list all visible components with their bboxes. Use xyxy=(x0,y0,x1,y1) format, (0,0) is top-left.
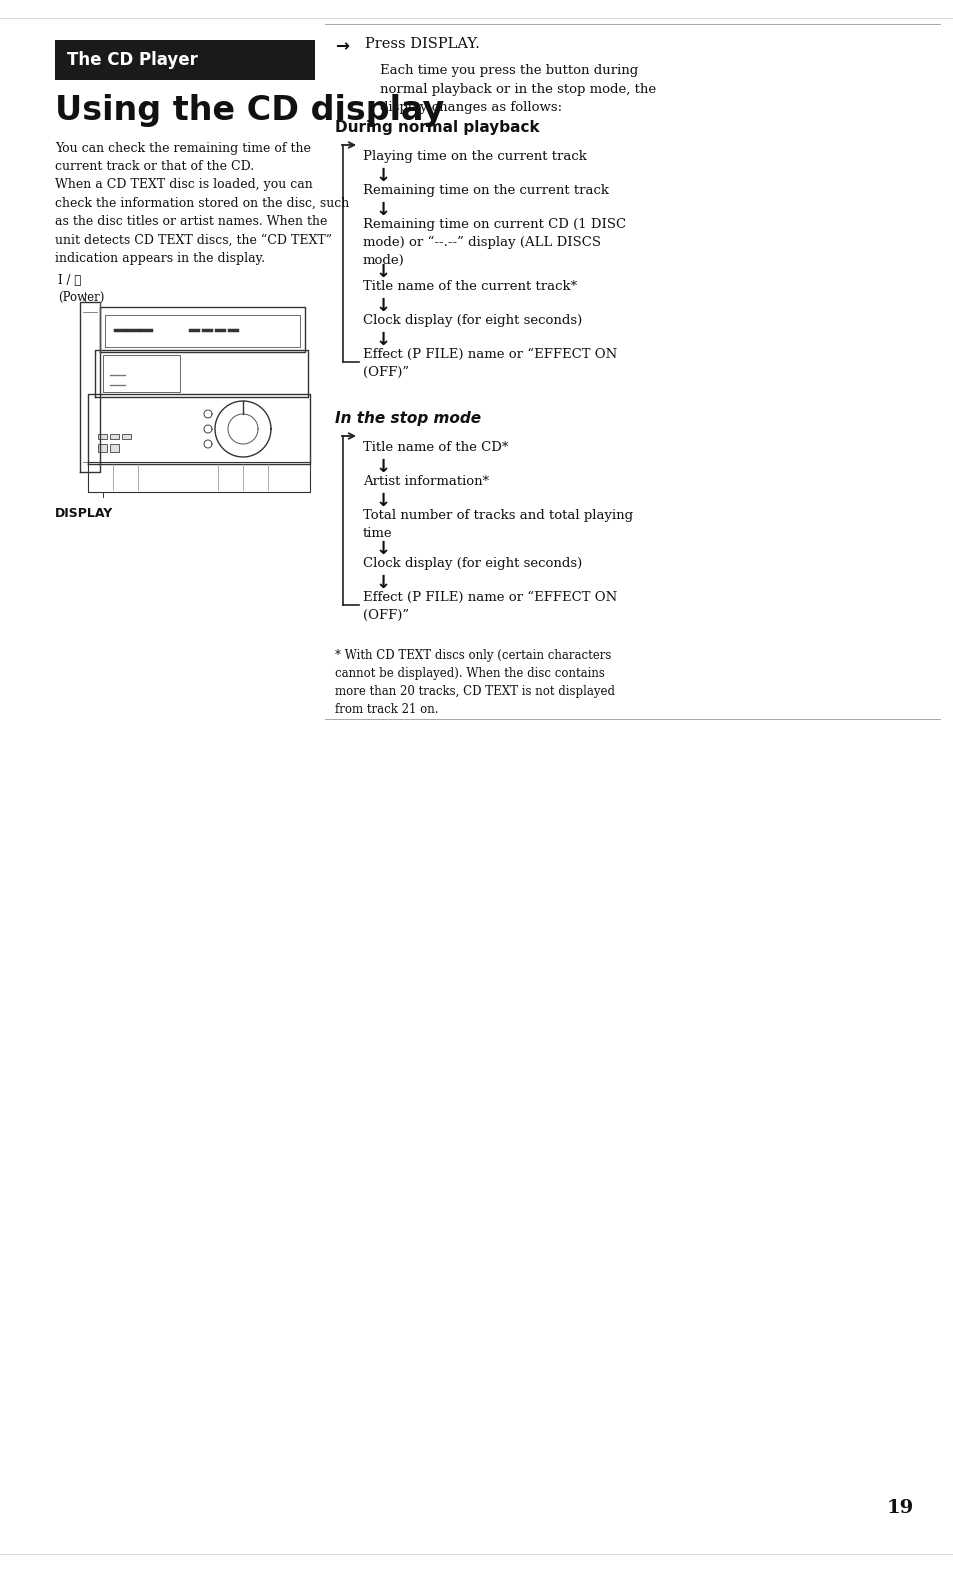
Text: Artist information*: Artist information* xyxy=(363,475,489,487)
FancyBboxPatch shape xyxy=(98,443,107,453)
Text: ↓: ↓ xyxy=(375,201,390,219)
FancyBboxPatch shape xyxy=(122,434,131,439)
Text: Effect (P FILE) name or “EFFECT ON
(OFF)”: Effect (P FILE) name or “EFFECT ON (OFF)… xyxy=(363,347,617,379)
Text: ↓: ↓ xyxy=(375,574,390,593)
Text: Using the CD display: Using the CD display xyxy=(55,94,444,127)
Text: ↓: ↓ xyxy=(375,541,390,558)
Text: Title name of the CD*: Title name of the CD* xyxy=(363,442,508,454)
FancyBboxPatch shape xyxy=(110,443,119,453)
Text: * With CD TEXT discs only (certain characters
cannot be displayed). When the dis: * With CD TEXT discs only (certain chara… xyxy=(335,649,615,715)
Text: Each time you press the button during
normal playback or in the stop mode, the
d: Each time you press the button during no… xyxy=(379,64,656,115)
Text: ↓: ↓ xyxy=(375,457,390,476)
Text: Effect (P FILE) name or “EFFECT ON
(OFF)”: Effect (P FILE) name or “EFFECT ON (OFF)… xyxy=(363,591,617,623)
Text: ↓: ↓ xyxy=(375,492,390,509)
Text: Total number of tracks and total playing
time: Total number of tracks and total playing… xyxy=(363,509,633,541)
Text: You can check the remaining time of the
current track or that of the CD.: You can check the remaining time of the … xyxy=(55,141,311,173)
Text: Title name of the current track*: Title name of the current track* xyxy=(363,280,577,292)
Text: When a CD TEXT disc is loaded, you can
check the information stored on the disc,: When a CD TEXT disc is loaded, you can c… xyxy=(55,178,349,266)
Text: During normal playback: During normal playback xyxy=(335,119,539,135)
Text: →: → xyxy=(335,38,349,55)
Text: Remaining time on the current track: Remaining time on the current track xyxy=(363,184,608,196)
FancyBboxPatch shape xyxy=(110,434,119,439)
Text: 19: 19 xyxy=(885,1500,913,1517)
Text: ↓: ↓ xyxy=(375,297,390,314)
Text: Press DISPLAY.: Press DISPLAY. xyxy=(365,38,479,50)
Text: ↓: ↓ xyxy=(375,167,390,185)
Text: I / ⏻
(Power): I / ⏻ (Power) xyxy=(58,274,104,303)
Text: The CD Player: The CD Player xyxy=(67,50,197,69)
Text: DISPLAY: DISPLAY xyxy=(55,508,113,520)
Text: ↓: ↓ xyxy=(375,263,390,281)
FancyBboxPatch shape xyxy=(55,39,314,80)
FancyBboxPatch shape xyxy=(98,434,107,439)
Text: Remaining time on current CD (1 DISC
mode) or “--.--” display (ALL DISCS
mode): Remaining time on current CD (1 DISC mod… xyxy=(363,219,625,267)
Text: ↓: ↓ xyxy=(375,332,390,349)
Text: In the stop mode: In the stop mode xyxy=(335,410,480,426)
Text: Playing time on the current track: Playing time on the current track xyxy=(363,149,586,163)
Text: Clock display (for eight seconds): Clock display (for eight seconds) xyxy=(363,556,581,571)
Text: Clock display (for eight seconds): Clock display (for eight seconds) xyxy=(363,314,581,327)
